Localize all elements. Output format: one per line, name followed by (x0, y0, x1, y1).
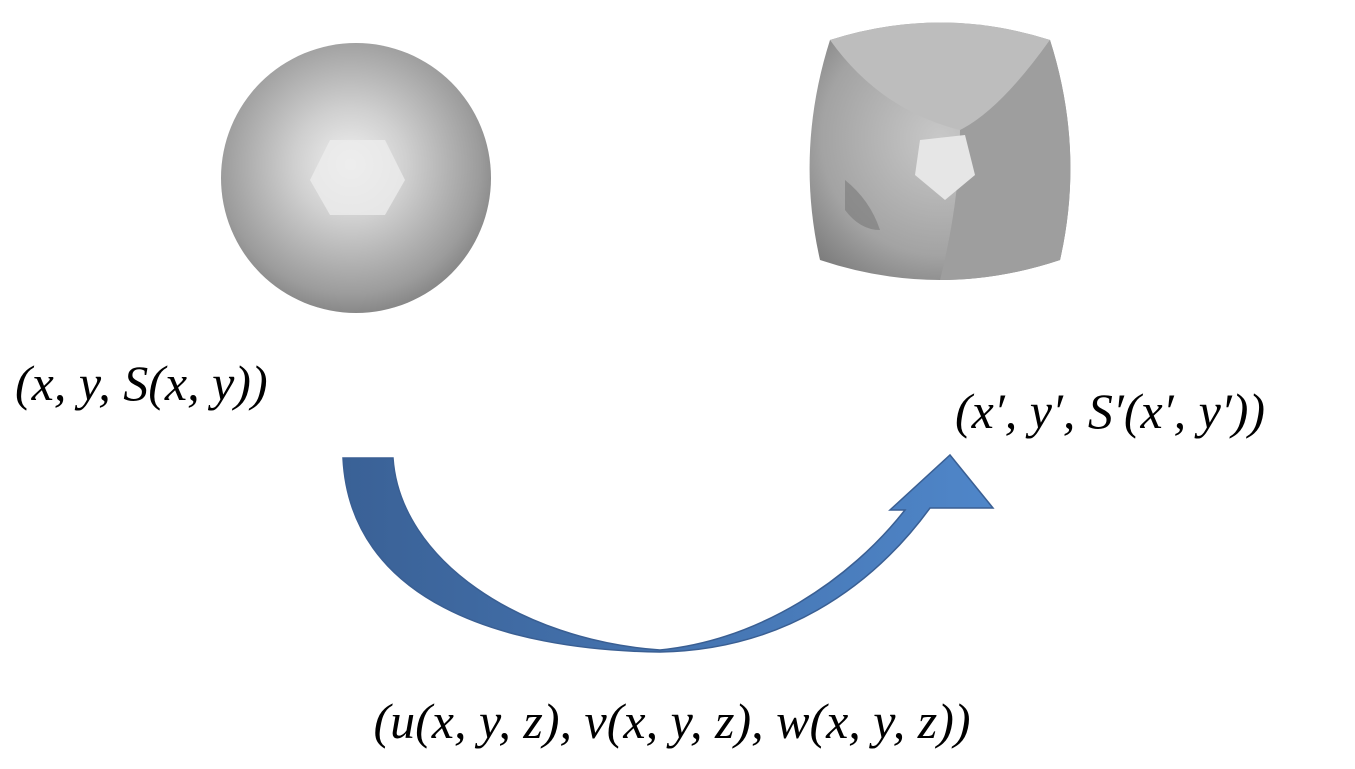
source-label: (x, y, S(x, y)) (15, 355, 268, 411)
target-label: (x′, y′, S′(x′, y′)) (955, 383, 1265, 439)
curved-arrow (343, 455, 993, 652)
rounded-cube (810, 23, 1071, 281)
mapping-label: (u(x, y, z), v(x, y, z), w(x, y, z)) (374, 693, 971, 749)
sphere (221, 43, 491, 313)
diagram: (x, y, S(x, y)) (x′, y′, S′(x′, y′)) (u(… (0, 0, 1355, 769)
